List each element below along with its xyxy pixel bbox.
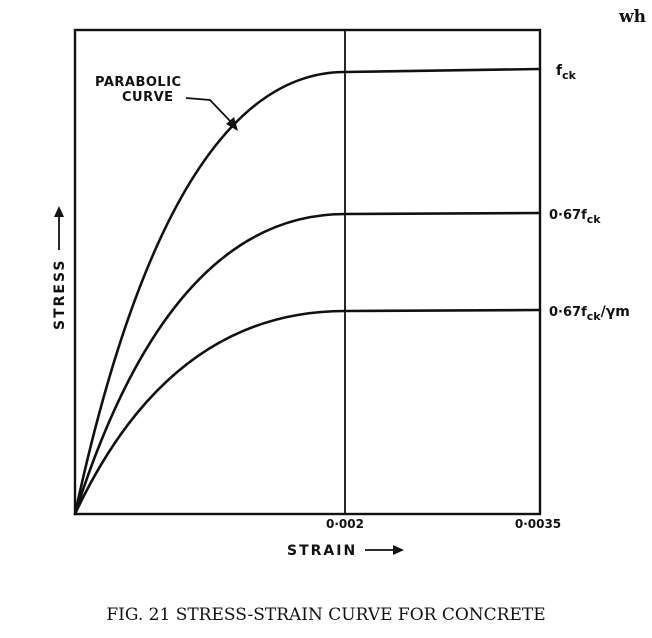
y-axis-arrowhead — [54, 206, 64, 217]
figure-caption: FIG. 21 STRESS-STRAIN CURVE FOR CONCRETE — [106, 605, 545, 625]
x-axis-label: STRAIN — [287, 543, 357, 559]
annotation-arrowhead — [226, 117, 238, 131]
level-label-067fck-prefix: 0·67f — [549, 208, 587, 223]
x-axis-arrowhead — [393, 545, 404, 555]
level-label-067fck-sub: ck — [587, 213, 602, 226]
curve-fck — [73, 67, 542, 516]
level-label-067fck: 0·67fck — [549, 208, 601, 226]
annotation-line1: PARABOLIC — [95, 75, 182, 90]
y-axis-label: STRESS — [52, 258, 68, 330]
annotation-line2: CURVE — [122, 90, 174, 105]
x-tick-00035: 0·0035 — [515, 517, 561, 531]
level-label-067fck-gamma-sub: ck — [587, 310, 602, 323]
level-label-fck-main: f — [556, 63, 563, 79]
level-label-fck-sub: ck — [562, 69, 577, 82]
corner-text: wh — [618, 7, 646, 27]
curve-067fck-gamma — [73, 308, 542, 516]
level-label-067fck-gamma-prefix: 0·67f — [549, 305, 587, 320]
annotation-pointer — [185, 97, 233, 124]
plot-frame — [73, 28, 542, 516]
level-label-067fck-gamma-suffix: /γm — [601, 304, 630, 320]
level-label-fck: fck — [556, 63, 577, 82]
level-label-067fck-gamma: 0·67fck/γm — [549, 304, 630, 323]
curve-067fck — [73, 211, 542, 516]
x-tick-0002: 0·002 — [326, 517, 364, 531]
